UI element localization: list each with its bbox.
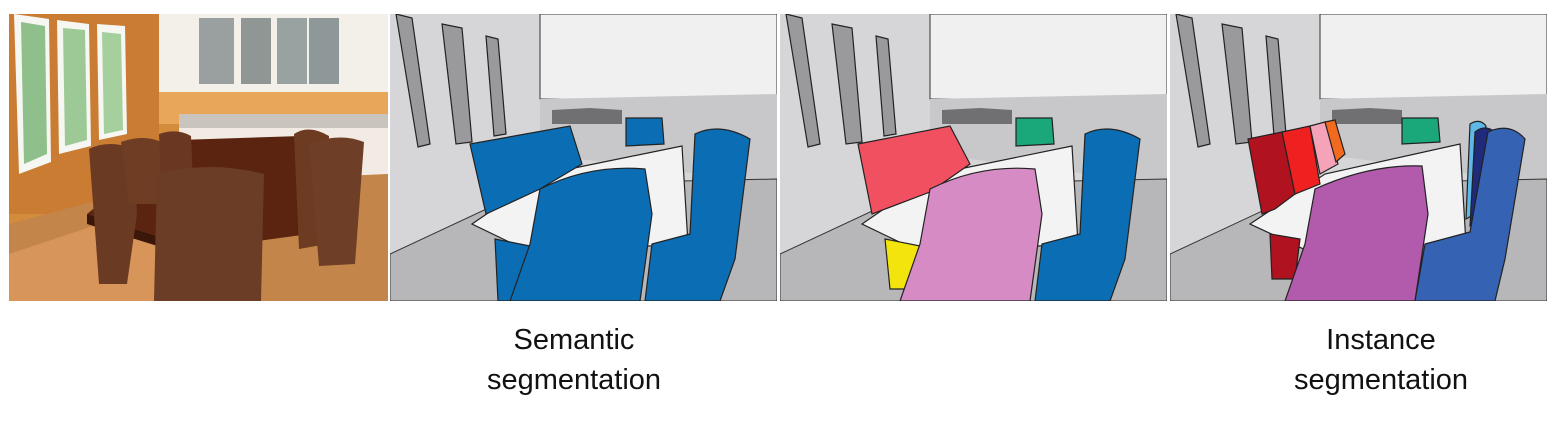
semantic-segmentation-caption: Semantic segmentation xyxy=(444,320,704,400)
photo-panel xyxy=(9,14,388,301)
instance-segmentation-map xyxy=(1170,14,1547,301)
caption-line: Instance xyxy=(1326,324,1436,356)
semantic-segmentation-map xyxy=(390,14,777,301)
caption-line: segmentation xyxy=(1293,364,1469,396)
dining-room-photo xyxy=(9,14,388,301)
instance-seg-panel xyxy=(1170,14,1547,301)
third-seg-panel xyxy=(780,14,1167,301)
caption-line: segmentation xyxy=(486,364,662,396)
instance-segmentation-caption: Instance segmentation xyxy=(1251,320,1511,400)
caption-line: Semantic xyxy=(513,324,635,356)
semantic-seg-panel xyxy=(390,14,777,301)
segmentation-map-unlabeled xyxy=(780,14,1167,301)
